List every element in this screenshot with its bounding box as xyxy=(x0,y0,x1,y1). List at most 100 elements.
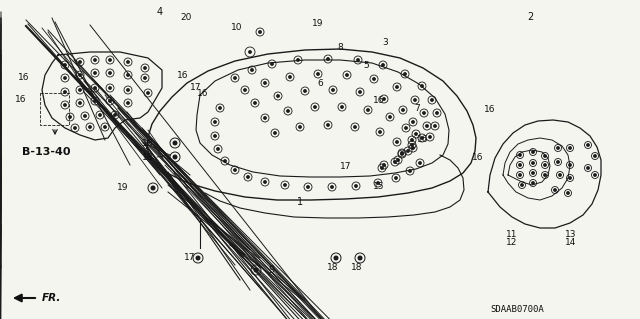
Circle shape xyxy=(401,152,403,154)
Text: 2: 2 xyxy=(527,12,533,22)
Circle shape xyxy=(264,181,266,183)
Text: 7: 7 xyxy=(414,104,420,113)
Circle shape xyxy=(421,85,423,87)
Circle shape xyxy=(401,153,403,155)
Circle shape xyxy=(79,89,81,91)
Text: 1: 1 xyxy=(297,197,303,207)
Circle shape xyxy=(274,132,276,134)
Text: 14: 14 xyxy=(565,238,577,247)
Circle shape xyxy=(214,121,216,123)
Text: 5: 5 xyxy=(363,61,369,70)
Circle shape xyxy=(358,256,362,260)
Circle shape xyxy=(332,89,334,91)
Circle shape xyxy=(79,102,81,104)
Circle shape xyxy=(407,150,409,152)
Circle shape xyxy=(532,182,534,184)
Text: 4: 4 xyxy=(157,7,163,17)
Circle shape xyxy=(383,98,385,100)
Circle shape xyxy=(254,102,256,104)
Circle shape xyxy=(244,89,246,91)
Text: 17: 17 xyxy=(184,254,195,263)
Circle shape xyxy=(402,109,404,111)
Circle shape xyxy=(327,58,329,60)
Text: 16: 16 xyxy=(484,106,495,115)
Text: 6: 6 xyxy=(317,79,323,88)
Circle shape xyxy=(234,169,236,171)
Text: 20: 20 xyxy=(180,13,191,23)
Circle shape xyxy=(412,121,414,123)
Circle shape xyxy=(379,131,381,133)
Circle shape xyxy=(234,77,236,79)
Text: 16: 16 xyxy=(177,70,189,79)
Circle shape xyxy=(532,172,534,174)
Circle shape xyxy=(144,67,146,69)
Circle shape xyxy=(287,110,289,112)
Circle shape xyxy=(521,184,524,186)
Circle shape xyxy=(151,186,155,190)
Circle shape xyxy=(64,77,66,79)
Text: 18: 18 xyxy=(141,152,153,161)
Circle shape xyxy=(404,73,406,75)
Circle shape xyxy=(304,90,306,92)
Circle shape xyxy=(297,59,300,61)
Circle shape xyxy=(355,185,357,187)
Circle shape xyxy=(429,136,431,138)
Text: 18: 18 xyxy=(141,138,153,147)
Circle shape xyxy=(314,106,316,108)
Circle shape xyxy=(64,91,66,93)
Circle shape xyxy=(196,256,200,260)
Circle shape xyxy=(415,133,417,135)
Circle shape xyxy=(64,104,66,106)
Circle shape xyxy=(436,112,438,114)
Circle shape xyxy=(554,189,556,191)
Circle shape xyxy=(173,155,177,159)
Circle shape xyxy=(367,109,369,111)
Circle shape xyxy=(214,135,216,137)
Circle shape xyxy=(412,147,414,149)
Text: 16: 16 xyxy=(373,96,385,105)
Text: 9: 9 xyxy=(268,265,274,275)
Circle shape xyxy=(397,159,399,161)
Circle shape xyxy=(109,87,111,89)
Circle shape xyxy=(557,147,559,149)
Circle shape xyxy=(587,167,589,169)
Circle shape xyxy=(419,162,421,164)
Circle shape xyxy=(327,124,329,126)
Circle shape xyxy=(251,69,253,71)
Text: 16: 16 xyxy=(15,95,26,105)
Circle shape xyxy=(79,61,81,63)
Text: 16: 16 xyxy=(417,136,429,145)
Circle shape xyxy=(411,139,413,141)
Circle shape xyxy=(217,148,219,150)
Circle shape xyxy=(414,99,416,101)
Circle shape xyxy=(559,174,561,176)
Text: FR.: FR. xyxy=(42,293,61,303)
Circle shape xyxy=(377,182,379,184)
Circle shape xyxy=(331,186,333,188)
Circle shape xyxy=(388,116,391,118)
Circle shape xyxy=(89,126,92,128)
Circle shape xyxy=(264,82,266,84)
Circle shape xyxy=(532,151,534,153)
Text: 16: 16 xyxy=(472,153,484,162)
Circle shape xyxy=(94,87,96,89)
Circle shape xyxy=(382,64,384,66)
Circle shape xyxy=(334,256,338,260)
Text: 18: 18 xyxy=(327,263,339,272)
Circle shape xyxy=(264,117,266,119)
Circle shape xyxy=(144,77,146,79)
Circle shape xyxy=(569,177,572,179)
Circle shape xyxy=(405,127,407,129)
Circle shape xyxy=(532,162,534,164)
Text: 15: 15 xyxy=(373,182,385,191)
Circle shape xyxy=(519,164,521,166)
Circle shape xyxy=(594,155,596,157)
Circle shape xyxy=(79,74,81,76)
Text: 19: 19 xyxy=(312,19,323,28)
Circle shape xyxy=(569,164,572,166)
Text: 10: 10 xyxy=(230,24,242,33)
Circle shape xyxy=(341,106,343,108)
Circle shape xyxy=(109,59,111,61)
Circle shape xyxy=(114,114,116,116)
Circle shape xyxy=(94,72,96,74)
